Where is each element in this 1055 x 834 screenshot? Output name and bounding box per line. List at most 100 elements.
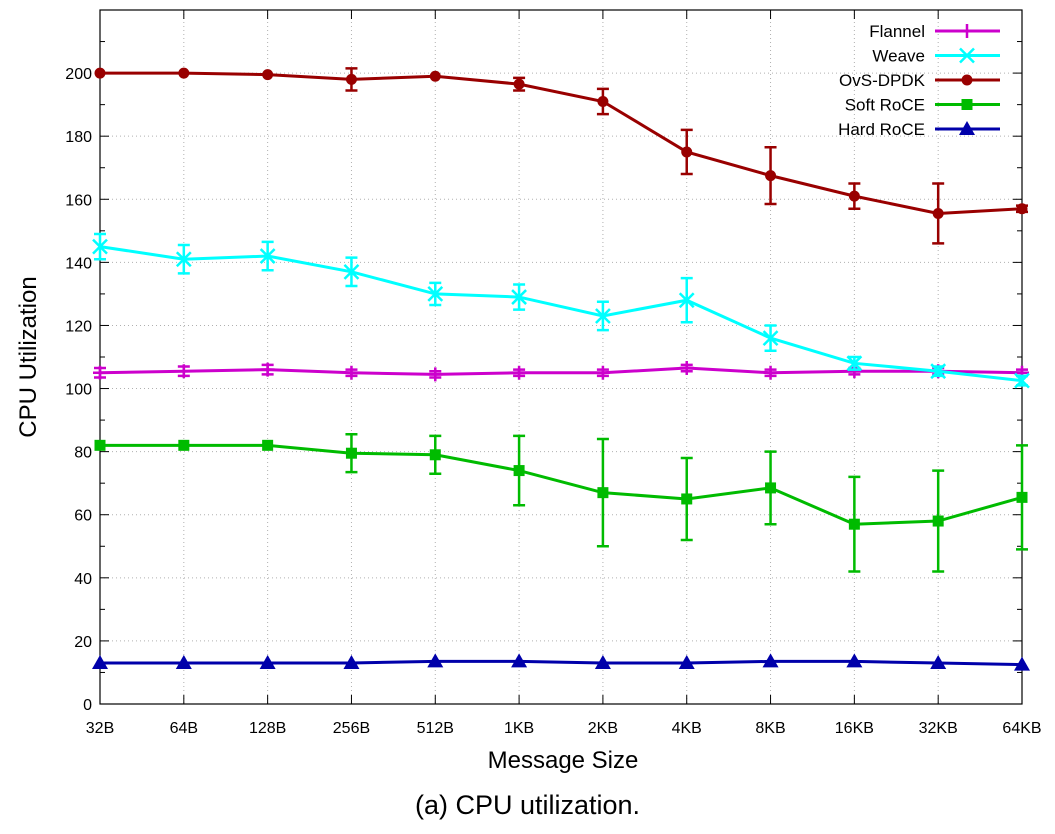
data-point [175,251,192,268]
data-point [1014,372,1030,389]
data-point [1016,491,1028,503]
data-point [429,449,441,461]
data-point [344,365,359,380]
legend-marker [960,24,974,38]
data-point [429,70,441,82]
data-point [930,363,947,380]
legend-label: Weave [872,47,925,66]
data-point [178,439,190,451]
data-point [262,439,274,451]
data-point [762,330,779,346]
series-line-weave [99,245,1023,383]
data-point [932,515,944,527]
data-point [427,653,444,668]
data-point [595,365,610,380]
series-line-soft-roce [100,443,1023,526]
data-point [678,292,695,309]
x-tick-label: 4KB [672,720,702,737]
y-axis-title: CPU Utilization [15,276,42,437]
data-point [595,308,611,324]
plot-frame [99,9,1023,705]
series-hard-roce [92,653,1030,671]
data-point [511,653,528,668]
legend-marker [959,47,975,64]
y-tick-label: 200 [65,66,92,83]
x-tick-label: 1KB [504,720,534,737]
data-point [846,355,863,372]
data-point [1016,203,1028,215]
legend-marker [959,121,975,135]
series-soft-roce [94,433,1028,573]
legend-marker [961,99,973,110]
legend-label: Flannel [869,22,925,41]
data-point [678,654,695,669]
x-axis-title: Message Size [488,747,639,774]
data-point [765,482,777,494]
data-point [427,286,444,302]
y-tick-label: 60 [74,508,92,525]
data-point [262,69,274,81]
legend-marker [961,74,973,86]
grid-lines [100,10,1022,705]
x-tick-label: 128B [249,720,286,737]
data-point [428,367,443,382]
y-tick-label: 20 [74,634,92,651]
data-point [846,653,863,668]
data-point [260,362,275,377]
data-point [1014,656,1030,671]
data-point [594,654,611,669]
data-point [848,518,860,530]
figure-caption: (a) CPU utilization. [414,790,641,820]
data-point [762,653,779,668]
series-ovs-dpdk [94,67,1028,245]
data-point [681,493,693,505]
x-tick-label: 16KB [835,720,874,737]
legend-label: OvS-DPDK [839,71,926,90]
data-point [511,289,527,305]
data-point [259,654,276,669]
series-weave [92,232,1030,389]
data-point [343,654,360,669]
y-tick-label: 180 [65,129,92,146]
y-tick-label: 120 [65,318,92,335]
data-point [175,654,192,669]
data-point [345,447,357,459]
data-point [176,364,191,379]
legend-label: Hard RoCE [838,120,925,139]
x-tick-label: 256B [333,720,370,737]
data-point [92,654,108,669]
y-tick-label: 100 [65,382,92,399]
series-line-ovs-dpdk [100,71,1023,215]
data-point [92,238,108,255]
data-point [681,146,693,158]
x-tick-label: 64B [170,720,198,737]
data-point [765,170,777,182]
series-line-hard-roce [100,659,1023,667]
data-point [932,207,944,219]
x-tick-label: 8KB [755,720,785,737]
data-point [513,78,525,90]
series-line-flannel [99,366,1023,376]
data-point [848,190,860,202]
data-point [930,654,947,669]
x-tick-label: 512B [417,720,454,737]
data-point [343,263,360,280]
y-tick-label: 160 [65,192,92,209]
data-point [512,365,527,380]
data-point [94,439,106,451]
series-flannel [93,361,1029,382]
y-tick-label: 80 [74,445,92,462]
x-tick-label: 2KB [588,720,618,737]
x-tick-label: 32KB [919,720,958,737]
data-point [93,365,107,380]
x-tick-label: 64KB [1002,720,1041,737]
data-point [763,365,778,380]
data-point [259,248,276,264]
data-point [513,465,525,477]
x-tick-label: 32B [86,720,114,737]
data-point [345,73,357,85]
y-tick-label: 0 [83,697,92,714]
data-point [679,361,694,376]
